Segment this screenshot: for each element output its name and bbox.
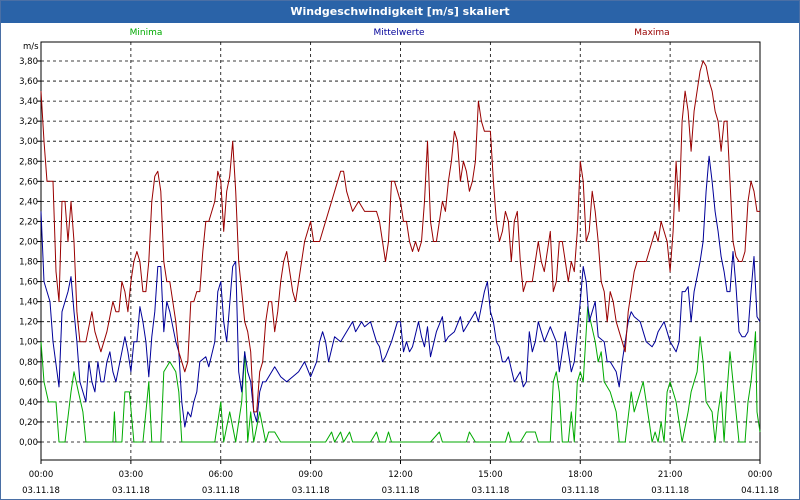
x-tick-time: 09:00 xyxy=(298,470,323,480)
y-tick-label: 2,80 xyxy=(19,157,38,167)
x-tick-time: 12:00 xyxy=(388,470,413,480)
x-tick-time: 18:00 xyxy=(568,470,593,480)
legend-mittelwerte: Mittelwerte xyxy=(373,28,424,38)
y-tick-label: 0,80 xyxy=(19,358,38,368)
y-tick-label: 0,20 xyxy=(19,418,38,428)
series-line-minima xyxy=(40,306,761,443)
y-tick-label: 2,00 xyxy=(19,237,38,247)
x-tick-date: 03.11.18 xyxy=(382,486,420,496)
window-title: Windgeschwindigkeit [m/s] skaliert xyxy=(1,1,799,23)
y-tick-label: 2,20 xyxy=(19,217,38,227)
y-tick-label: 1,20 xyxy=(19,318,38,328)
legend-maxima: Maxima xyxy=(634,28,669,38)
x-tick-time: 00:00 xyxy=(748,470,773,480)
y-tick-label: 1,40 xyxy=(19,298,38,308)
y-tick-label: 0,60 xyxy=(19,378,38,388)
x-tick-date: 03.11.18 xyxy=(471,486,509,496)
series-lines xyxy=(40,60,761,443)
y-tick-label: 1,60 xyxy=(19,278,38,288)
y-axis-tick-labels: 0,00 0,20 0,40 0,60 0,80 1,00 1,20 1,40 1,60 1,80… xyxy=(19,57,38,448)
y-tick-label: 3,80 xyxy=(19,57,38,67)
y-axis-label: m/s xyxy=(23,42,39,52)
x-tick-time: 15:00 xyxy=(478,470,503,480)
y-tick-label: 3,60 xyxy=(19,77,38,87)
y-tick-label: 3,00 xyxy=(19,137,38,147)
series-line-mittelwerte xyxy=(40,155,761,428)
x-tick-date: 03.11.18 xyxy=(202,486,240,496)
y-tick-label: 1,80 xyxy=(19,258,38,268)
grid-lines xyxy=(41,42,760,460)
series-line-maxima xyxy=(40,60,760,413)
x-tick-time: 03:00 xyxy=(119,470,144,480)
legend-minima: Minima xyxy=(130,28,163,38)
x-axis-tick-labels: 00:00 03.11.18 03:00 03.11.18 06:00 03.11.18 0… xyxy=(22,470,779,496)
y-tick-label: 1,00 xyxy=(19,338,38,348)
x-tick-time: 21:00 xyxy=(658,470,683,480)
x-tick-date: 03.11.18 xyxy=(651,486,689,496)
x-tick-time: 00:00 xyxy=(29,470,54,480)
x-tick-date: 03.11.18 xyxy=(22,486,60,496)
axes xyxy=(37,41,761,464)
line-chart: 0,00 0,20 0,40 0,60 0,80 1,00 1,20 1,40 1,60 1,80… xyxy=(19,28,779,496)
y-tick-label: 2,40 xyxy=(19,197,38,207)
x-tick-date: 04.11.18 xyxy=(741,486,779,496)
x-tick-date: 03.11.18 xyxy=(292,486,330,496)
x-tick-time: 06:00 xyxy=(209,470,234,480)
y-tick-label: 3,20 xyxy=(19,117,38,127)
y-tick-label: 2,60 xyxy=(19,177,38,187)
y-tick-label: 0,00 xyxy=(19,438,38,448)
y-tick-label: 3,40 xyxy=(19,97,38,107)
y-tick-label: 0,40 xyxy=(19,398,38,408)
x-tick-date: 03.11.18 xyxy=(561,486,599,496)
x-tick-date: 03.11.18 xyxy=(112,486,150,496)
